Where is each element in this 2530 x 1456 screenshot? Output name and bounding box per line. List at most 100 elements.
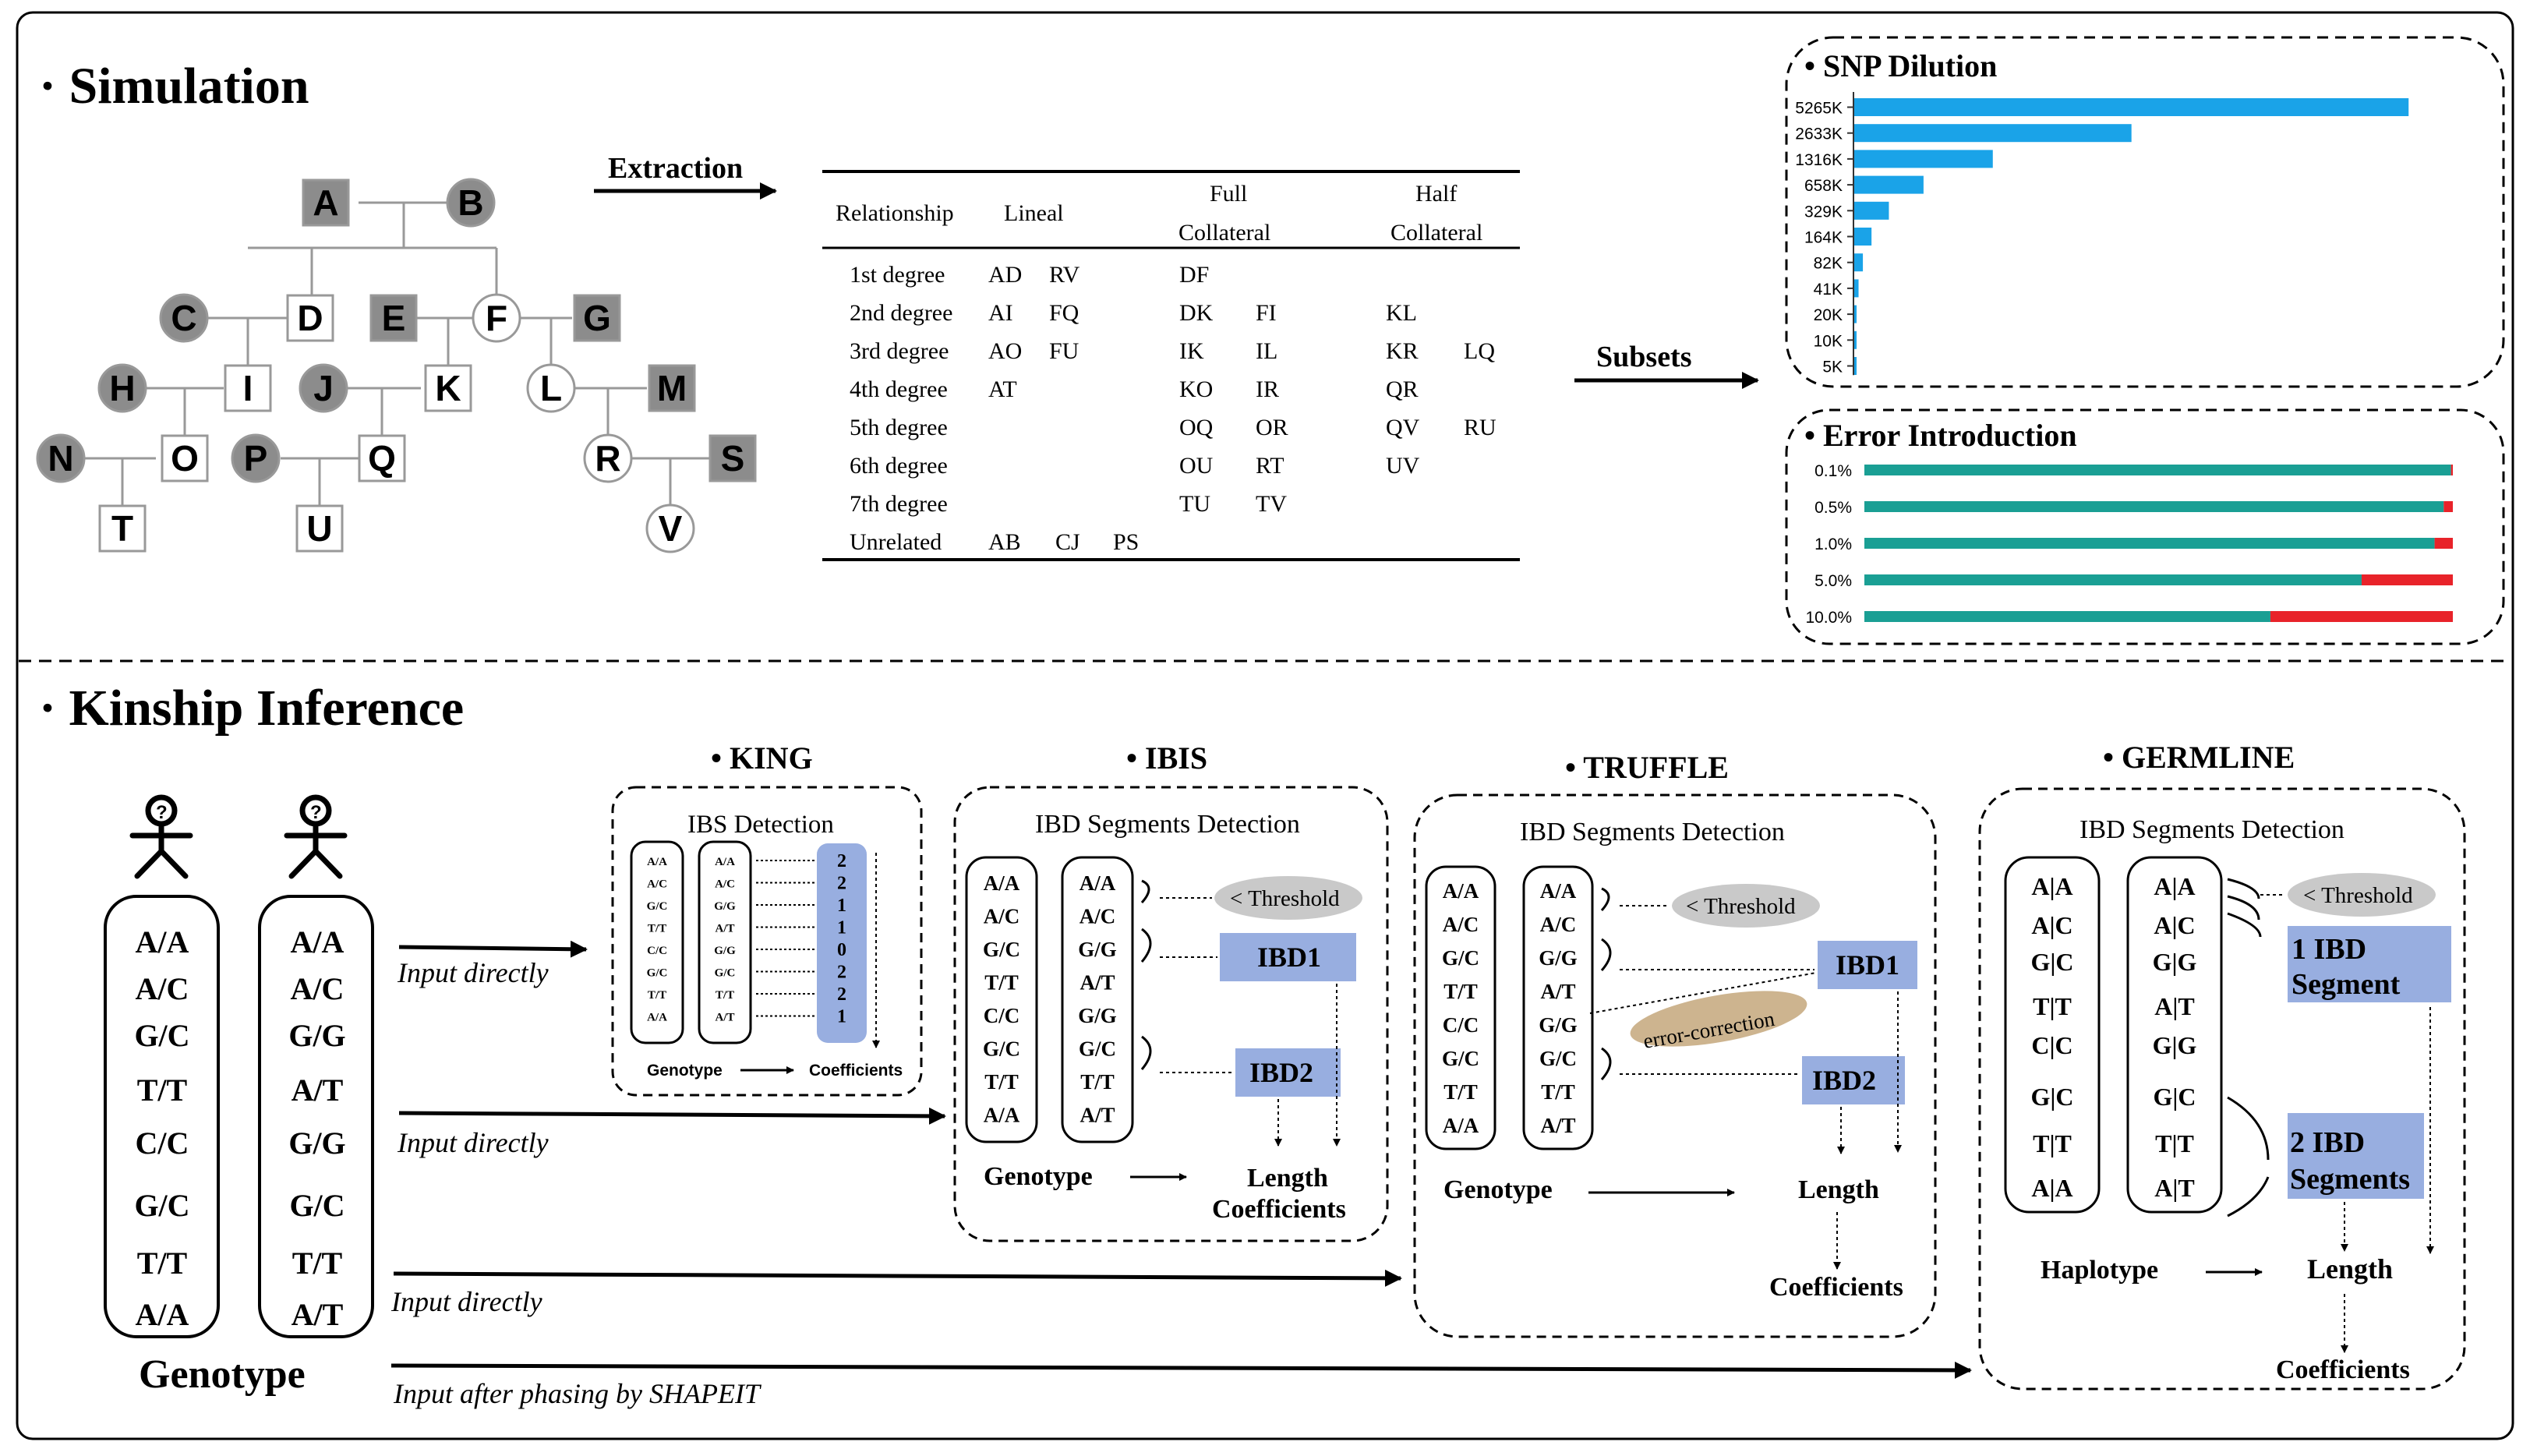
king-geno-right: T/T xyxy=(716,989,734,1002)
pair-cell: AB xyxy=(988,529,1021,555)
snp-bar xyxy=(1854,357,1857,375)
input-label-king: Input directly xyxy=(397,957,549,988)
snp-bar xyxy=(1854,175,1924,194)
pair-cell: RT xyxy=(1256,453,1284,479)
pedigree-node-e: E xyxy=(369,294,418,342)
king-title: • KING xyxy=(711,740,813,776)
truffle-geno-right: G/G xyxy=(1539,946,1578,970)
truffle-geno-right: G/G xyxy=(1539,1013,1578,1037)
pedigree-node-label: E xyxy=(382,298,406,338)
germline-hap-left: T|T xyxy=(2033,992,2072,1020)
king-geno-left: T/T xyxy=(648,989,666,1002)
ibis-flow-from: Genotype xyxy=(984,1162,1093,1191)
germline-box xyxy=(1978,787,2466,1391)
ibis-geno-left: A/A xyxy=(984,871,1020,895)
truffle-subtitle: IBD Segments Detection xyxy=(1520,818,1785,846)
ibis-threshold-pill xyxy=(1214,876,1362,920)
th-lineal: Lineal xyxy=(1004,200,1064,226)
king-box xyxy=(611,786,923,1097)
germline-hap-right: A|T xyxy=(2154,992,2195,1020)
pedigree-node-label: T xyxy=(111,508,133,549)
pair-cell: QR xyxy=(1386,376,1419,402)
truffle-out-length: Length xyxy=(1798,1175,1879,1204)
pair-cell: FU xyxy=(1049,338,1079,364)
pedigree-node-n: N xyxy=(36,433,86,483)
genotype-right: A/T xyxy=(292,1073,344,1108)
pair-cell: QV xyxy=(1386,415,1420,440)
germline-seg2-box xyxy=(2288,1113,2424,1199)
pedigree-node-c: C xyxy=(159,293,209,343)
king-ibs-column xyxy=(817,843,867,1043)
person-unknown-right: ? xyxy=(310,802,322,823)
truffle-ibd1-box xyxy=(1818,941,1917,989)
input-label-germline: Input after phasing by SHAPEIT xyxy=(393,1378,762,1409)
ibis-ibd2-label: IBD2 xyxy=(1249,1057,1313,1088)
ibis-threshold-label: < Threshold xyxy=(1230,886,1340,911)
error-bar-correct xyxy=(1864,465,2451,475)
error-introduction-panel xyxy=(1785,408,2505,645)
genotype-capsule-left xyxy=(104,895,220,1338)
germline-threshold-label: < Threshold xyxy=(2303,883,2413,908)
germline-hap-right: A|T xyxy=(2154,1174,2195,1202)
king-flow-to: Coefficients xyxy=(809,1062,903,1080)
ibis-geno-left: T/T xyxy=(984,1070,1019,1094)
king-ibs-value: 2 xyxy=(837,851,846,871)
pedigree-node-label: V xyxy=(659,508,683,549)
snp-tick-label: 658K xyxy=(1804,177,1843,195)
truffle-geno-left: A/A xyxy=(1443,1114,1479,1137)
ibis-geno-left-box xyxy=(965,856,1038,1143)
th-half-2: Collateral xyxy=(1390,220,1482,246)
arrow-extraction: Extraction xyxy=(594,152,777,200)
pair-cell: PS xyxy=(1113,529,1139,555)
pedigree-node-label: A xyxy=(313,182,338,223)
truffle-geno-left: T/T xyxy=(1443,1080,1478,1104)
king-geno-left-box xyxy=(630,840,684,1044)
king-ibs-value: 2 xyxy=(837,984,846,1005)
error-tick-label: 10.0% xyxy=(1805,609,1852,627)
snp-tick-label: 10K xyxy=(1814,332,1843,350)
ibis-geno-left: C/C xyxy=(984,1004,1020,1027)
ibis-out-coefficients: Coefficients xyxy=(1212,1195,1346,1224)
ibis-geno-right: A/T xyxy=(1079,1104,1115,1127)
ibis-geno-left: G/C xyxy=(983,938,1020,961)
pair-cell: AO xyxy=(988,338,1022,364)
genotype-capsule-right xyxy=(258,895,374,1338)
germline-hap-left: A|C xyxy=(2031,911,2072,939)
ibis-geno-right: A/A xyxy=(1079,871,1116,895)
pedigree-node-label: C xyxy=(171,298,196,338)
king-ibs-value: 2 xyxy=(837,963,846,983)
germline-hap-right: G|C xyxy=(2153,1083,2196,1111)
row-degree: 2nd degree xyxy=(850,300,952,326)
section-title-kinship: · Kinship Inference xyxy=(39,680,464,737)
germline-seg1-line2: Segment xyxy=(2291,968,2401,1001)
pedigree-node-g: G xyxy=(573,294,621,342)
germline-hap-right-box xyxy=(2126,856,2223,1214)
pedigree-node-v: V xyxy=(645,504,695,553)
snp-tick-label: 164K xyxy=(1804,229,1843,247)
snp-bar xyxy=(1854,305,1857,323)
germline-hap-right: G|G xyxy=(2153,1031,2197,1059)
person-figure-right xyxy=(284,794,348,879)
pedigree-node-p: P xyxy=(231,433,281,483)
snp-bar xyxy=(1854,279,1859,298)
snp-chart: 5265K 2633K 1316K 658K 329K 164K 82K 41K 20K 10K 5… xyxy=(1795,92,2409,376)
truffle-flow-from: Genotype xyxy=(1443,1175,1553,1204)
ibis-geno-right: T/T xyxy=(1080,1070,1115,1094)
subsets-label: Subsets xyxy=(1596,341,1692,373)
genotype-left: C/C xyxy=(136,1126,189,1161)
king-geno-left: A/A xyxy=(647,1012,667,1024)
germline-out-coefficients: Coefficients xyxy=(2276,1355,2410,1384)
truffle-panel: • TRUFFLE IBD Segments Detection < Thres… xyxy=(1413,750,1937,1338)
germline-hap-right: T|T xyxy=(2155,1129,2194,1157)
relationship-table: Relationship Lineal Full Collateral Half… xyxy=(822,170,1520,561)
pair-cell: IR xyxy=(1256,376,1279,402)
snp-bar xyxy=(1854,330,1857,349)
pedigree-node-label: I xyxy=(243,368,253,408)
king-geno-right: G/C xyxy=(715,967,736,980)
pedigree-node-q: Q xyxy=(358,434,406,482)
pedigree-node-k: K xyxy=(424,364,472,412)
pedigree-node-j: J xyxy=(299,363,348,413)
pedigree-node-l: L xyxy=(526,363,576,413)
pedigree-node-label: O xyxy=(171,438,199,479)
row-unrelated: Unrelated xyxy=(850,529,942,555)
